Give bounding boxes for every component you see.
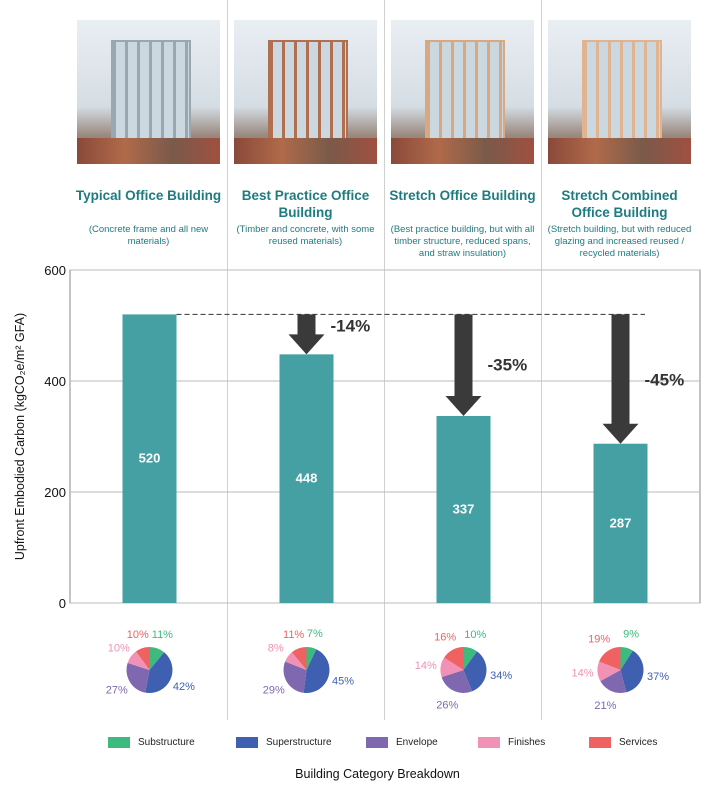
pie-percent-label: 10% — [464, 629, 486, 641]
pie-percent-label: 34% — [490, 670, 512, 682]
pie-percent-label: 14% — [415, 660, 437, 672]
pie-slice-services — [135, 647, 150, 670]
pie-percent-label: 37% — [647, 671, 669, 683]
bar-value-label: 337 — [453, 501, 475, 516]
bar-value-label: 287 — [610, 515, 632, 530]
pie-percent-label: 21% — [594, 700, 616, 712]
column-divider — [384, 0, 385, 720]
category-subtitle: (Stretch building, but with reduced glaz… — [547, 224, 692, 259]
reduction-label: -45% — [645, 371, 685, 390]
pie-slice-superstructure — [145, 652, 173, 693]
pie-slice-substructure — [149, 647, 165, 670]
pie-percent-label: 26% — [436, 699, 458, 711]
reduction-arrow — [288, 314, 325, 355]
bar — [279, 354, 334, 603]
pie-slice-services — [444, 647, 464, 670]
category-title: Typical Office Building — [75, 188, 222, 203]
y-tick-label: 600 — [44, 263, 66, 278]
pie-slice-finishes — [127, 651, 150, 670]
pie-slice-superstructure — [463, 651, 487, 692]
pie-percent-label: 14% — [572, 667, 594, 679]
y-tick-label: 400 — [44, 374, 66, 389]
pie-slice-substructure — [620, 647, 633, 670]
pie-percent-label: 11% — [283, 629, 304, 641]
pie-percent-label: 9% — [623, 629, 639, 641]
bar-value-label: 448 — [296, 471, 318, 486]
legend-label: Services — [619, 737, 658, 748]
legend-swatch — [589, 737, 611, 748]
building-rendering-image — [548, 20, 691, 164]
category-subtitle: (Timber and concrete, with some reused m… — [236, 224, 375, 247]
legend-label: Substructure — [138, 737, 195, 748]
building-rendering-image — [391, 20, 534, 164]
legend-label: Envelope — [396, 737, 438, 748]
pie-percent-label: 10% — [127, 629, 149, 641]
category-title: Best Practice Office Building — [241, 188, 370, 220]
pie-slice-finishes — [597, 661, 621, 682]
category-title: Stretch Office Building — [389, 188, 536, 203]
pie-percent-label: 42% — [173, 681, 195, 693]
pie-slice-envelope — [283, 661, 307, 693]
y-tick-label: 200 — [44, 485, 66, 500]
pie-slice-envelope — [126, 662, 150, 693]
legend-label: Superstructure — [266, 737, 332, 748]
legend-swatch — [236, 737, 258, 748]
pie-percent-label: 10% — [108, 643, 130, 655]
pie-slice-services — [291, 647, 307, 670]
column-divider — [227, 0, 228, 720]
pie-percent-label: 11% — [152, 629, 173, 641]
legend-item: Services — [589, 737, 657, 748]
bar-value-label: 520 — [139, 451, 161, 466]
pie-percent-label: 8% — [268, 643, 284, 655]
building-rendering-image — [234, 20, 377, 164]
bar — [593, 443, 648, 603]
pie-slice-finishes — [440, 657, 464, 678]
reduction-label: -14% — [331, 316, 371, 335]
reduction-arrow — [445, 314, 482, 416]
pie-percent-label: 27% — [106, 684, 128, 696]
pie-slice-envelope — [441, 670, 472, 693]
legend-label: Finishes — [508, 737, 546, 748]
bar — [436, 415, 491, 603]
legend-item: Superstructure — [236, 737, 332, 748]
legend-swatch — [478, 737, 500, 748]
category-title: Stretch Combined Office Building — [561, 188, 678, 220]
category-subtitle: (Concrete frame and all new materials) — [88, 224, 209, 247]
y-tick-label: 0 — [59, 596, 66, 611]
y-axis-label: Upfront Embodied Carbon (kgCO₂e/m² GFA) — [13, 313, 27, 560]
bar — [122, 314, 177, 603]
column-divider — [541, 0, 542, 720]
legend-swatch — [366, 737, 388, 748]
pie-slice-substructure — [306, 647, 317, 670]
legend-item: Substructure — [108, 737, 195, 748]
pie-percent-label: 7% — [307, 628, 323, 640]
pie-slice-superstructure — [620, 650, 644, 693]
legend-item: Finishes — [478, 737, 545, 748]
pie-slice-services — [599, 647, 621, 670]
reduction-label: -35% — [488, 355, 528, 374]
category-subtitle: (Best practice building, but with all ti… — [390, 224, 535, 259]
pie-slice-superstructure — [303, 649, 330, 694]
building-rendering-image — [77, 20, 220, 164]
legend-swatch — [108, 737, 130, 748]
pie-percent-label: 45% — [332, 676, 354, 688]
pie-slice-envelope — [600, 670, 627, 693]
x-axis-label: Building Category Breakdown — [295, 767, 460, 781]
pie-slice-substructure — [463, 647, 478, 670]
pie-percent-label: 29% — [263, 684, 285, 696]
pie-slice-finishes — [285, 652, 307, 670]
pie-percent-label: 19% — [588, 634, 610, 646]
reduction-arrow — [602, 314, 639, 444]
legend-item: Envelope — [366, 737, 438, 748]
pie-percent-label: 16% — [434, 632, 456, 644]
